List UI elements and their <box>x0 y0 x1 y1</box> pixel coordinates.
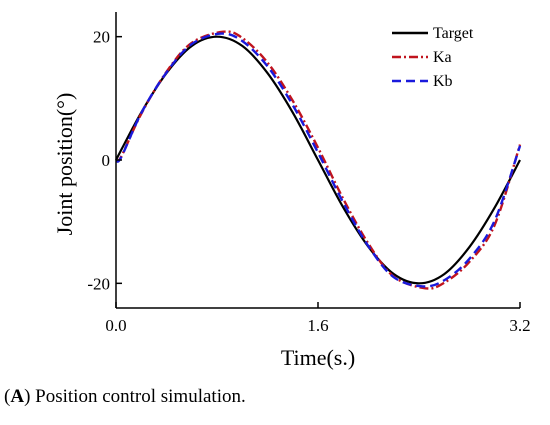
series-line-kb <box>114 32 522 288</box>
ticks-layer: -20 0 20 0.0 1.6 3.2 <box>87 28 530 335</box>
legend: Target Ka Kb <box>392 25 474 90</box>
y-tick-label: 20 <box>93 28 110 47</box>
caption-text: Position control simulation. <box>30 386 246 407</box>
y-tick-label: 0 <box>102 151 111 170</box>
x-tick-label: 1.6 <box>307 316 328 335</box>
legend-label-target: Target <box>433 25 474 42</box>
x-axis-title: Time(s.) <box>281 345 355 370</box>
y-axis-title: Joint position(°) <box>52 93 77 236</box>
series-layer <box>114 30 522 290</box>
legend-label-ka: Ka <box>433 49 452 66</box>
x-tick-label: 3.2 <box>509 316 530 335</box>
chart: -20 0 20 0.0 1.6 3.2 Time(s.) Joint position(… <box>52 12 531 370</box>
figure-caption: (A) Position control simulation. <box>4 386 246 407</box>
x-tick-label: 0.0 <box>105 316 126 335</box>
caption-label: A <box>10 386 25 407</box>
series-line-target <box>115 35 521 285</box>
legend-label-kb: Kb <box>433 73 453 90</box>
y-tick-label: -20 <box>87 274 110 293</box>
